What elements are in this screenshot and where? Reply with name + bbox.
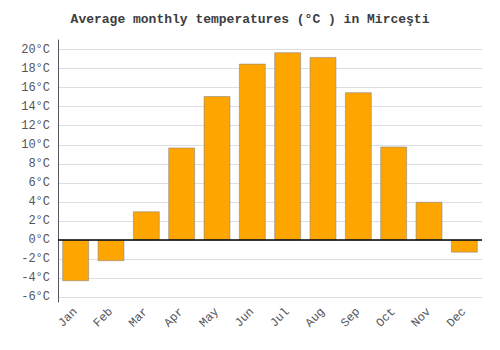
svg-text:Jul: Jul: [267, 305, 292, 330]
svg-text:Aug: Aug: [303, 305, 328, 330]
svg-text:0°C: 0°C: [28, 233, 50, 247]
svg-text:Average monthly temperatures (: Average monthly temperatures (°C ) in Mi…: [71, 12, 430, 27]
svg-text:Mar: Mar: [126, 305, 151, 330]
svg-text:Jan: Jan: [55, 305, 80, 330]
svg-text:10°C: 10°C: [21, 138, 50, 152]
svg-text:-2°C: -2°C: [21, 252, 50, 266]
svg-text:Jun: Jun: [232, 305, 257, 330]
svg-text:16°C: 16°C: [21, 81, 50, 95]
svg-text:8°C: 8°C: [28, 157, 50, 171]
svg-text:May: May: [197, 305, 222, 330]
svg-text:-4°C: -4°C: [21, 271, 50, 285]
svg-text:Sep: Sep: [338, 305, 363, 330]
svg-text:12°C: 12°C: [21, 119, 50, 133]
svg-text:14°C: 14°C: [21, 100, 50, 114]
svg-text:18°C: 18°C: [21, 62, 50, 76]
svg-text:Dec: Dec: [444, 305, 469, 330]
svg-text:Feb: Feb: [91, 305, 116, 330]
svg-text:2°C: 2°C: [28, 214, 50, 228]
svg-text:-6°C: -6°C: [21, 290, 50, 304]
svg-text:20°C: 20°C: [21, 43, 50, 57]
svg-text:4°C: 4°C: [28, 195, 50, 209]
svg-text:6°C: 6°C: [28, 176, 50, 190]
svg-text:Oct: Oct: [373, 305, 398, 330]
svg-text:Apr: Apr: [161, 305, 186, 330]
svg-text:Nov: Nov: [409, 305, 434, 330]
